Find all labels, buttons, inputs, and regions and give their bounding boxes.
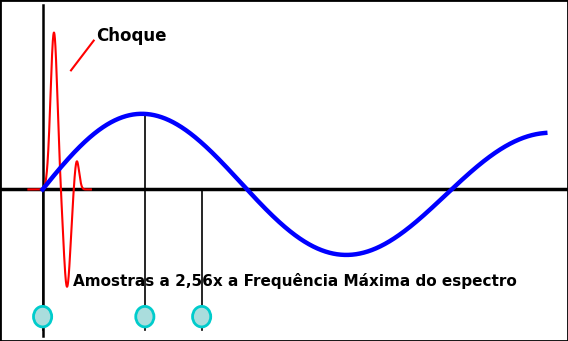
Ellipse shape <box>34 306 52 327</box>
Ellipse shape <box>193 306 211 327</box>
Ellipse shape <box>136 306 154 327</box>
Text: Amostras a 2,56x a Frequência Máxima do espectro: Amostras a 2,56x a Frequência Máxima do … <box>73 273 517 290</box>
Text: Choque: Choque <box>97 27 167 45</box>
